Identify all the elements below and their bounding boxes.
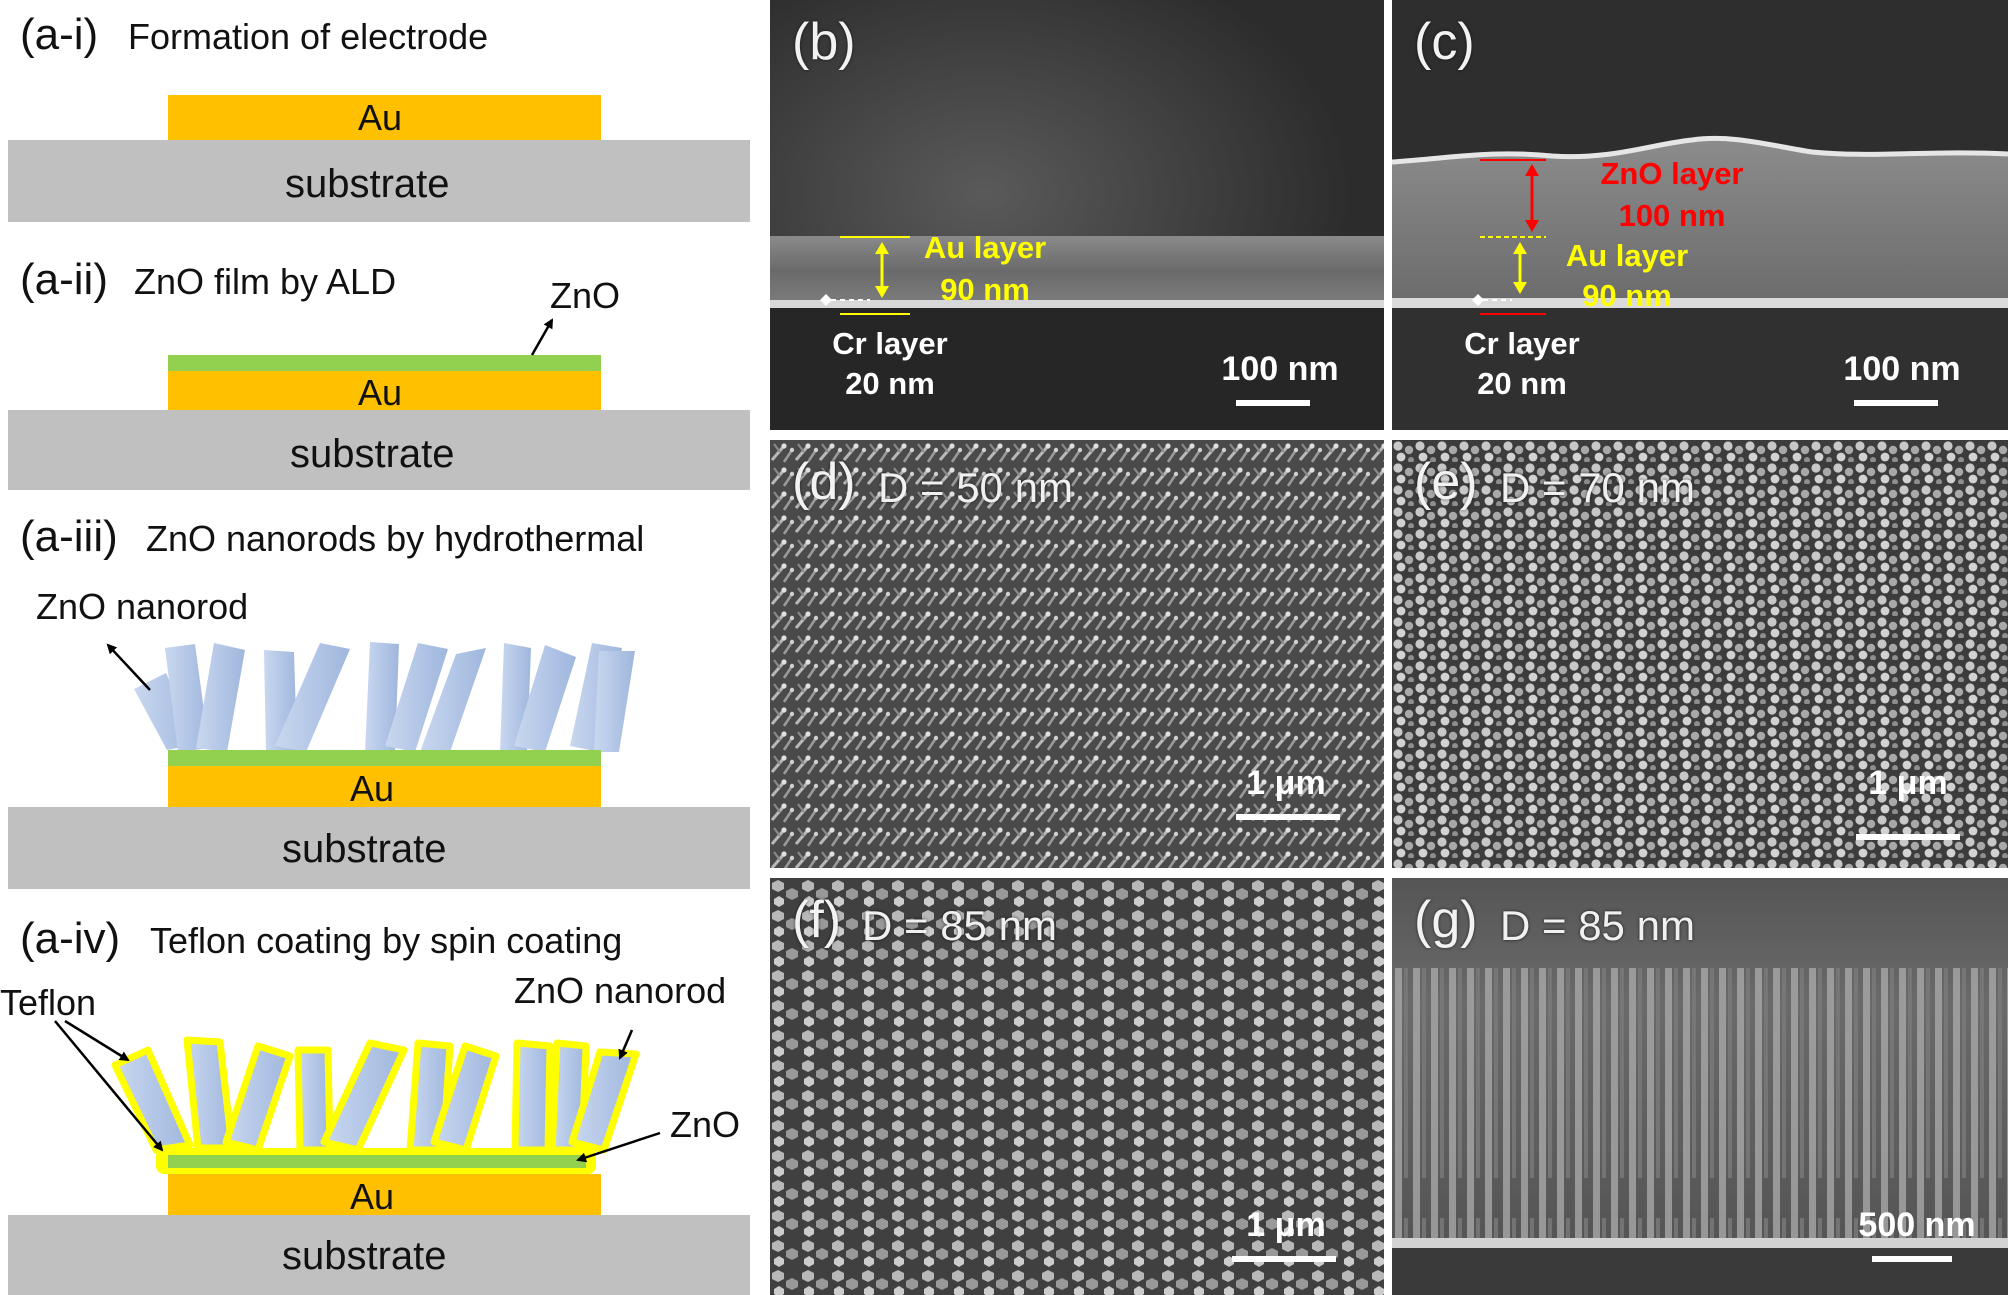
sem-b-cr-layer: Cr layer (832, 326, 948, 361)
sem-d-image (770, 440, 1384, 868)
sem-c-scalebar-text: 100 nm (1843, 350, 1961, 388)
a2-au-text: Au (358, 372, 403, 413)
sem-panel-d: (d) D = 50 nm 1 μm (770, 440, 1384, 868)
a1-title: Formation of electrode (128, 16, 489, 57)
sem-b-au-thick: 90 nm (940, 272, 1030, 307)
sem-g-scalebar (1872, 1256, 1952, 1262)
sem-e-label: (e) (1414, 453, 1478, 511)
schematic-panels (8, 95, 750, 1295)
a2-title: ZnO film by ALD (134, 261, 397, 302)
a3-label: (a-iii) (20, 512, 118, 561)
sem-f-scalebar-text: 1 μm (1246, 1206, 1326, 1244)
sem-d-label: (d) (792, 453, 856, 511)
a4-substrate-text: substrate (282, 1234, 447, 1278)
a4-title: Teflon coating by spin coating (150, 920, 623, 961)
sem-e-scalebar-text: 1 μm (1868, 764, 1948, 802)
a1-substrate (8, 140, 750, 222)
sem-c-cr-thick: 20 nm (1477, 366, 1567, 401)
a2-zno-arrow (530, 318, 554, 356)
sem-g-image (1392, 878, 2008, 1295)
sem-e-diameter: D = 70 nm (1500, 464, 1695, 511)
a1-au-text: Au (358, 97, 403, 138)
a3-nanorod-text: ZnO nanorod (36, 586, 249, 627)
a4-nanorod-arrow (618, 1029, 634, 1060)
a2-au-layer (168, 371, 601, 411)
a4-zno-arrow (576, 1131, 661, 1163)
sem-panel-g: (g) D = 85 nm 500 nm (1392, 878, 2008, 1295)
sem-d-diameter: D = 50 nm (878, 464, 1073, 511)
sem-b-image (770, 0, 1384, 430)
sem-b-label: (b) (792, 13, 856, 71)
a2-zno-film (168, 355, 601, 372)
a3-title: ZnO nanorods by hydrothermal (146, 518, 645, 559)
sem-c-zno-layer: ZnO layer (1600, 156, 1744, 191)
a4-teflon-text: Teflon (0, 982, 97, 1023)
a1-au-layer (168, 95, 601, 143)
a4-label: (a-iv) (20, 914, 121, 963)
sem-d-scalebar (1236, 814, 1340, 820)
a3-nanorods (134, 642, 635, 752)
sem-g-diameter: D = 85 nm (1500, 902, 1695, 949)
sem-panel-f: (f) D = 85 nm 1 μm (770, 878, 1384, 1295)
sem-f-image (770, 878, 1384, 1295)
sem-c-cr-layer: Cr layer (1464, 326, 1580, 361)
sem-b-au-layer: Au layer (923, 230, 1047, 265)
a4-teflon-arrow-1 (64, 1019, 130, 1062)
a2-substrate-text: substrate (290, 432, 455, 476)
a4-teflon-arrow-2 (54, 1020, 164, 1152)
sem-c-au-thick: 90 nm (1582, 278, 1672, 313)
sem-b-scalebar-text: 100 nm (1221, 350, 1339, 388)
a4-au-layer (168, 1174, 601, 1216)
sem-c-au-layer: Au layer (1565, 238, 1689, 273)
a2-label: (a-ii) (20, 255, 108, 304)
sem-f-label: (f) (792, 891, 842, 949)
a4-au-text: Au (350, 1176, 395, 1217)
a3-au-layer (168, 766, 601, 808)
a2-substrate (8, 410, 750, 490)
sem-c-zno-thick: 100 nm (1618, 198, 1726, 233)
a4-zno-text: ZnO (670, 1104, 741, 1145)
sem-c-label: (c) (1414, 13, 1475, 71)
a4-zno-film (168, 1155, 586, 1168)
sem-panel-c: (c) ZnO layer 100 nm Au layer 90 nm Cr l… (1392, 0, 2008, 430)
a3-substrate (8, 807, 750, 889)
sem-g-label: (g) (1414, 891, 1478, 949)
sem-g-scalebar-text: 500 nm (1858, 1206, 1976, 1244)
sem-f-scalebar (1232, 1256, 1336, 1262)
a3-substrate-text: substrate (282, 827, 447, 871)
a3-zno-film (168, 750, 601, 767)
sem-c-image (1392, 0, 2008, 430)
sem-panel-e: (e) D = 70 nm 1 μm (1392, 440, 2008, 868)
sem-f-diameter: D = 85 nm (862, 902, 1057, 949)
a1-substrate-text: substrate (285, 162, 450, 206)
a3-au-text: Au (350, 768, 395, 809)
a2-zno-text: ZnO (550, 275, 621, 316)
a4-coated-nanorods (111, 1036, 640, 1154)
sem-e-image (1392, 440, 2008, 868)
sem-b-cr-thick: 20 nm (845, 366, 935, 401)
a4-nanorod-text: ZnO nanorod (514, 970, 727, 1011)
a4-substrate (8, 1215, 750, 1295)
sem-e-scalebar (1856, 834, 1960, 840)
a3-nanorod-arrow (106, 643, 151, 691)
sem-panel-b: (b) Au layer 90 nm Cr layer 20 nm 100 nm (770, 0, 1384, 430)
sem-b-scalebar (1236, 400, 1310, 406)
a1-label: (a-i) (20, 10, 99, 59)
sem-c-scalebar (1854, 400, 1938, 406)
sem-d-scalebar-text: 1 μm (1246, 764, 1326, 802)
